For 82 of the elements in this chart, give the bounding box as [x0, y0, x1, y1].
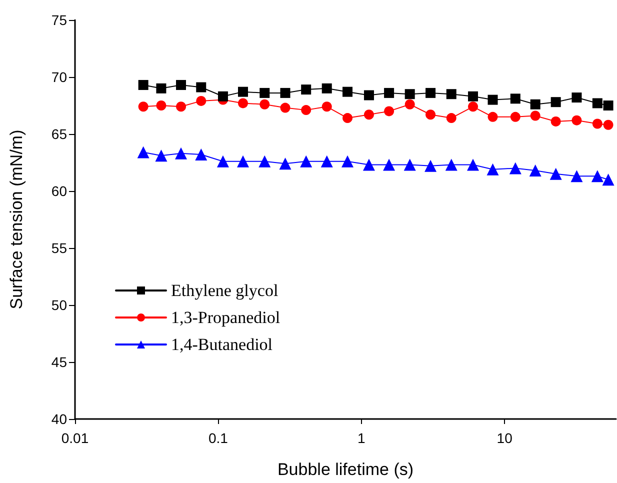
- point: [236, 155, 249, 168]
- point: [218, 91, 228, 102]
- point: [467, 158, 480, 171]
- point: [383, 158, 396, 171]
- point: [342, 113, 353, 124]
- y-tick-label: 70: [51, 69, 68, 85]
- point: [260, 88, 270, 98]
- point: [176, 80, 186, 90]
- y-tick-label: 60: [51, 183, 68, 199]
- y-tick-label: 50: [51, 297, 68, 313]
- point: [404, 158, 416, 171]
- y-tick-label: 75: [51, 12, 68, 28]
- point: [509, 162, 522, 174]
- point: [404, 89, 415, 100]
- legend-label: 1,4-Butanediol: [171, 335, 273, 354]
- point: [362, 158, 375, 171]
- point: [322, 102, 332, 112]
- point: [550, 116, 561, 126]
- point: [446, 113, 456, 124]
- point: [591, 170, 604, 182]
- point: [550, 97, 561, 108]
- point: [510, 94, 520, 104]
- y-tick-label: 45: [51, 354, 68, 370]
- y-tick-label: 65: [51, 126, 68, 142]
- point: [195, 148, 208, 161]
- point: [300, 155, 312, 168]
- point: [384, 106, 394, 116]
- point: [364, 110, 374, 120]
- point: [260, 99, 270, 110]
- x-tick-label: 0.1: [208, 430, 228, 446]
- point: [280, 88, 290, 98]
- point: [486, 163, 499, 176]
- point: [530, 110, 540, 121]
- point: [424, 160, 437, 172]
- y-axis-title: Surface tension (mN/m): [7, 130, 26, 310]
- point: [155, 150, 168, 162]
- x-tick-label: 1: [357, 430, 366, 446]
- y-tick-label: 55: [51, 240, 68, 256]
- x-tick-label: 10: [496, 430, 513, 446]
- point: [322, 83, 332, 94]
- point: [488, 94, 498, 105]
- point: [216, 155, 229, 168]
- x-tick-label: 0.01: [61, 430, 89, 446]
- point: [342, 86, 353, 97]
- point: [238, 98, 248, 108]
- point: [572, 92, 582, 103]
- point: [592, 118, 602, 129]
- point: [196, 82, 206, 92]
- point: [468, 91, 478, 102]
- point: [279, 158, 292, 170]
- point: [426, 110, 436, 120]
- y-tick-label: 40: [51, 411, 68, 427]
- point: [156, 83, 166, 94]
- point: [445, 158, 458, 171]
- point: [384, 88, 394, 98]
- point: [320, 155, 333, 168]
- point: [529, 164, 542, 176]
- point: [488, 112, 498, 122]
- point: [510, 112, 520, 122]
- point: [156, 100, 166, 110]
- point: [364, 90, 374, 100]
- legend-label: Ethylene glycol: [171, 281, 278, 300]
- legend-label: 1,3-Propanediol: [171, 308, 280, 327]
- point: [280, 102, 290, 113]
- point: [404, 99, 415, 110]
- point: [572, 115, 582, 126]
- point: [592, 98, 602, 108]
- point: [446, 89, 456, 100]
- point: [550, 168, 562, 180]
- point: [530, 99, 540, 110]
- point: [301, 105, 312, 116]
- point: [175, 147, 188, 160]
- point: [570, 170, 583, 182]
- point: [342, 155, 354, 168]
- point: [196, 96, 206, 106]
- x-axis-title: Bubble lifetime (s): [277, 460, 414, 479]
- point: [426, 88, 436, 98]
- point: [301, 84, 312, 95]
- point: [238, 86, 248, 97]
- point: [468, 102, 478, 112]
- point: [258, 155, 271, 168]
- point: [176, 102, 186, 112]
